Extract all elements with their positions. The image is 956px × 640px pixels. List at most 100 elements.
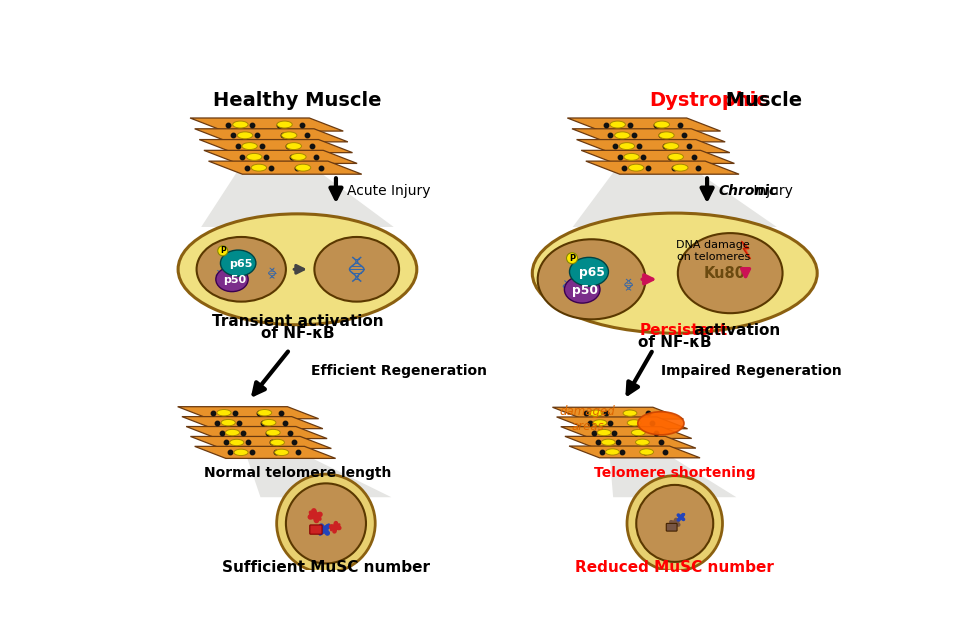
Polygon shape [581,150,734,163]
Ellipse shape [631,429,645,436]
Text: Healthy Muscle: Healthy Muscle [213,91,381,109]
Text: p65: p65 [579,266,605,279]
Polygon shape [186,426,327,438]
Polygon shape [208,161,361,174]
Polygon shape [573,165,777,227]
Ellipse shape [623,410,637,416]
Text: Reduced MuSC number: Reduced MuSC number [576,561,774,575]
Text: P: P [220,246,226,255]
Ellipse shape [589,410,602,416]
Ellipse shape [281,132,297,139]
Ellipse shape [232,121,249,128]
Ellipse shape [286,143,301,150]
Text: p50: p50 [572,284,598,297]
Ellipse shape [668,154,684,161]
Polygon shape [178,406,318,419]
Polygon shape [190,436,332,449]
Ellipse shape [266,429,280,436]
Text: Telomere shortening: Telomere shortening [594,467,755,481]
Polygon shape [567,118,721,131]
Ellipse shape [593,420,607,426]
Text: p50: p50 [223,275,246,285]
Text: Transient activation: Transient activation [211,314,383,329]
Ellipse shape [217,410,231,416]
Text: Sufficient MuSC number: Sufficient MuSC number [222,561,430,575]
Text: Impaired Regeneration: Impaired Regeneration [661,364,841,378]
Text: of NF-κB: of NF-κB [638,335,711,349]
Ellipse shape [226,429,240,436]
Ellipse shape [610,121,625,128]
Text: Efficient Regeneration: Efficient Regeneration [311,364,487,378]
Ellipse shape [221,250,256,276]
Polygon shape [182,417,323,429]
Ellipse shape [605,449,619,455]
Polygon shape [245,452,391,497]
Text: damaged
areas: damaged areas [560,406,616,433]
Text: activation: activation [689,323,781,338]
Ellipse shape [262,419,276,426]
Polygon shape [553,407,684,419]
Text: P: P [569,253,576,262]
Ellipse shape [532,213,817,333]
Ellipse shape [627,420,641,426]
Polygon shape [204,150,358,163]
Text: Ku80: Ku80 [704,266,746,281]
Ellipse shape [276,474,375,573]
Ellipse shape [627,476,723,571]
Ellipse shape [251,164,267,171]
Text: DNA damage
on telomeres: DNA damage on telomeres [677,240,750,262]
Polygon shape [569,446,700,458]
Ellipse shape [237,132,252,139]
Ellipse shape [673,164,688,171]
Ellipse shape [628,164,644,171]
Ellipse shape [315,237,399,301]
Polygon shape [742,241,750,259]
Ellipse shape [638,412,684,435]
Ellipse shape [637,485,713,562]
Ellipse shape [291,154,306,161]
Polygon shape [201,165,394,227]
Text: of NF-κB: of NF-κB [261,326,335,340]
Ellipse shape [624,154,640,161]
Text: Normal telomere length: Normal telomere length [204,467,391,481]
Ellipse shape [178,214,417,324]
Ellipse shape [537,239,645,319]
Polygon shape [190,118,343,131]
Ellipse shape [564,276,600,303]
Ellipse shape [640,449,654,455]
Ellipse shape [221,419,235,426]
FancyBboxPatch shape [310,525,322,534]
Ellipse shape [229,439,244,445]
Text: Persistent: Persistent [640,323,728,338]
Polygon shape [609,452,736,497]
Polygon shape [576,140,729,153]
Ellipse shape [654,121,669,128]
Ellipse shape [218,246,228,256]
Text: Chronic: Chronic [719,184,778,198]
Ellipse shape [659,132,674,139]
Ellipse shape [636,439,649,445]
Text: Acute Injury: Acute Injury [347,184,430,198]
Polygon shape [556,417,687,429]
Ellipse shape [601,439,616,445]
Polygon shape [195,446,336,458]
Ellipse shape [295,164,311,171]
Polygon shape [565,436,696,448]
Text: Muscle: Muscle [719,91,802,109]
Ellipse shape [197,237,286,301]
Ellipse shape [286,483,366,563]
Ellipse shape [678,233,783,313]
Polygon shape [195,129,348,142]
Ellipse shape [271,439,285,445]
Ellipse shape [598,429,611,436]
Ellipse shape [247,154,262,161]
Polygon shape [199,140,353,153]
Text: p65: p65 [229,259,253,269]
Ellipse shape [234,449,248,456]
Ellipse shape [567,253,577,264]
Text: Dystrophic: Dystrophic [649,91,769,109]
Polygon shape [586,161,739,174]
Ellipse shape [277,121,293,128]
Ellipse shape [274,449,289,456]
Polygon shape [561,427,692,438]
